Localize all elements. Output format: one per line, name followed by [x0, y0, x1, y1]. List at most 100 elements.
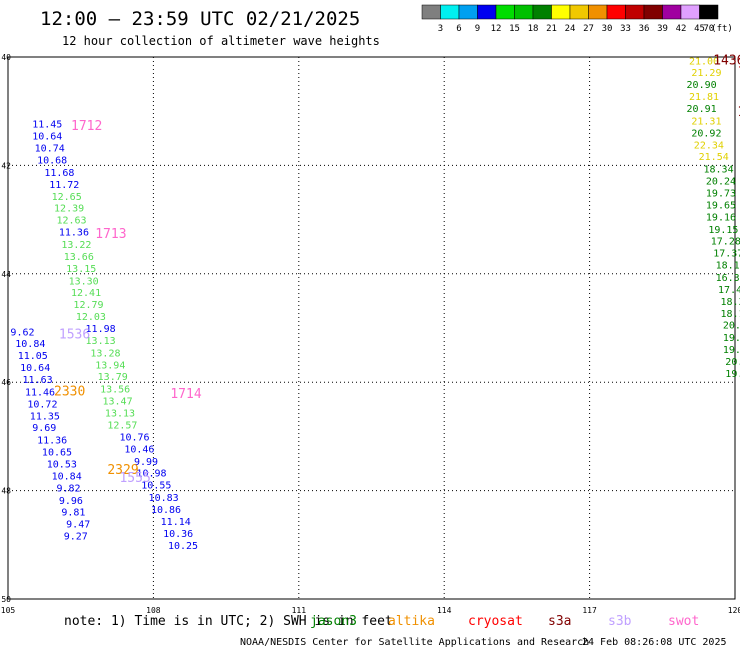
- colorbar-tick: 21: [546, 24, 557, 34]
- wave-height-value: 20.92: [691, 128, 721, 139]
- satellite-legend-entry: jason3: [310, 614, 357, 629]
- wave-height-value: 11.72: [49, 180, 79, 191]
- y-tick-label: 50: [1, 595, 11, 604]
- wave-height-value: 13.30: [69, 276, 99, 287]
- wave-height-value: 19.16: [706, 212, 736, 223]
- colorbar-swatch: [569, 4, 589, 20]
- grid-lines: [8, 57, 735, 599]
- wave-height-value: 10.72: [27, 399, 57, 410]
- wave-height-value: 13.56: [100, 385, 130, 396]
- y-axis-ticks: 40 42 44 46 48 50: [1, 53, 11, 604]
- colorbar-swatch: [625, 4, 645, 20]
- colorbar-swatch: [477, 4, 497, 20]
- wave-height-value: 13.79: [98, 372, 128, 383]
- wave-height-value: 11.36: [59, 228, 89, 239]
- colorbar-tick: 15: [509, 24, 520, 34]
- track-time-label: 2329: [107, 463, 138, 478]
- colorbar-tick: 42: [676, 24, 687, 34]
- colorbar-swatch: [458, 4, 478, 20]
- wave-height-value: 12.39: [54, 204, 84, 215]
- track-time-label: 1435: [737, 105, 740, 120]
- wave-height-value: 10.64: [32, 132, 62, 143]
- x-axis-ticks: 105 108 111 114 117 120: [1, 606, 740, 615]
- wave-height-value: 10.84: [52, 471, 82, 482]
- wave-height-value: 16.37: [716, 273, 740, 284]
- wave-height-value: 11.63: [23, 375, 53, 386]
- colorbar-tick: 24: [565, 24, 576, 34]
- track-time-label: 1536: [59, 327, 90, 342]
- colorbar-swatch: [662, 4, 682, 20]
- track-time-label: 1555: [119, 471, 150, 486]
- wave-height-value: 13.15: [66, 264, 96, 275]
- wave-height-value: 18.35: [720, 297, 740, 308]
- chart-subtitle: 12 hour collection of altimeter wave hei…: [62, 34, 380, 48]
- timestamp-text: 24 Feb 08:26:08 UTC 2025: [582, 637, 727, 648]
- x-tick-label: 117: [582, 606, 597, 615]
- colorbar-swatch: [680, 4, 700, 20]
- wave-height-value: 10.74: [35, 144, 65, 155]
- x-tick-label: 120: [728, 606, 740, 615]
- credit-text: NOAA/NESDIS Center for Satellite Applica…: [240, 637, 589, 648]
- wave-height-value: 11.98: [86, 324, 116, 335]
- colorbar-swatch: [606, 4, 626, 20]
- footer-note: note: 1) Time is in UTC; 2) SWH is in fe…: [64, 614, 393, 629]
- wave-height-value: 9.69: [32, 423, 56, 434]
- wave-height-value: 13.13: [105, 409, 135, 420]
- wave-height-value: 21.29: [691, 68, 721, 79]
- y-tick-label: 48: [1, 487, 11, 496]
- wave-height-value: 12.79: [73, 300, 103, 311]
- wave-height-value: 20.90: [687, 80, 717, 91]
- wave-height-value: 9.81: [61, 508, 85, 519]
- y-tick-label: 42: [1, 161, 11, 170]
- wave-height-value: 9.62: [10, 327, 34, 338]
- track-time-label: 2330: [54, 384, 85, 399]
- wave-height-value: 19.73: [706, 189, 736, 200]
- wave-height-value: 10.65: [42, 448, 72, 459]
- colorbar-swatch: [421, 4, 441, 20]
- wave-height-value: 17.28: [711, 237, 740, 248]
- satellite-legend-entry: swot: [668, 614, 699, 629]
- wave-height-value: 9.96: [59, 496, 83, 507]
- wave-height-value: 11.68: [44, 168, 74, 179]
- wave-height-value: 13.28: [90, 348, 120, 359]
- x-tick-label: 108: [146, 606, 161, 615]
- wave-height-value: 10.98: [136, 469, 166, 480]
- wave-height-value: 10.46: [124, 444, 154, 455]
- wave-height-value: 11.36: [37, 436, 67, 447]
- satellite-legend-entry: s3b: [608, 614, 632, 629]
- wave-height-points: 11.4510.6410.7410.6811.6811.7212.6512.39…: [10, 56, 740, 552]
- wave-height-value: 10.84: [15, 339, 45, 350]
- wave-height-value: 13.13: [86, 336, 116, 347]
- satellite-legend-entry: s3a: [548, 614, 571, 629]
- track-time-label: 1712: [71, 119, 102, 134]
- track-time-label: 1436: [713, 54, 740, 69]
- wave-height-value: 18.34: [703, 165, 733, 176]
- colorbar-tick: 12: [491, 24, 502, 34]
- wave-height-value: 13.22: [61, 240, 91, 251]
- wave-height-value: 12.03: [76, 312, 106, 323]
- wave-height-value: 19.57: [725, 369, 740, 380]
- colorbar-unit: (ft): [711, 24, 733, 34]
- wave-height-value: 12.65: [52, 192, 82, 203]
- wave-height-value: 9.99: [134, 457, 158, 468]
- y-tick-label: 44: [1, 270, 11, 279]
- wave-height-value: 13.66: [64, 252, 94, 263]
- colorbar-swatch: [643, 4, 663, 20]
- wave-height-value: 21.00: [689, 56, 719, 67]
- colorbar-swatch: [514, 4, 534, 20]
- wave-height-value: 19.90: [723, 345, 740, 356]
- wave-height-value: 11.05: [18, 351, 48, 362]
- colorbar-tick: 70: [703, 24, 714, 34]
- wave-height-value: 12.63: [56, 216, 86, 227]
- wave-height-value: 10.86: [151, 505, 181, 516]
- wave-height-value: 20.24: [706, 177, 736, 188]
- wave-height-value: 10.83: [149, 493, 179, 504]
- wave-height-value: 21.54: [699, 152, 729, 163]
- track-time-label: 1713: [95, 227, 126, 242]
- chart-title: 12:00 – 23:59 UTC 02/21/2025: [40, 8, 360, 30]
- wave-height-value: 20.23: [723, 321, 740, 332]
- colorbar-tick: 27: [583, 24, 594, 34]
- wave-height-value: 9.27: [64, 532, 88, 543]
